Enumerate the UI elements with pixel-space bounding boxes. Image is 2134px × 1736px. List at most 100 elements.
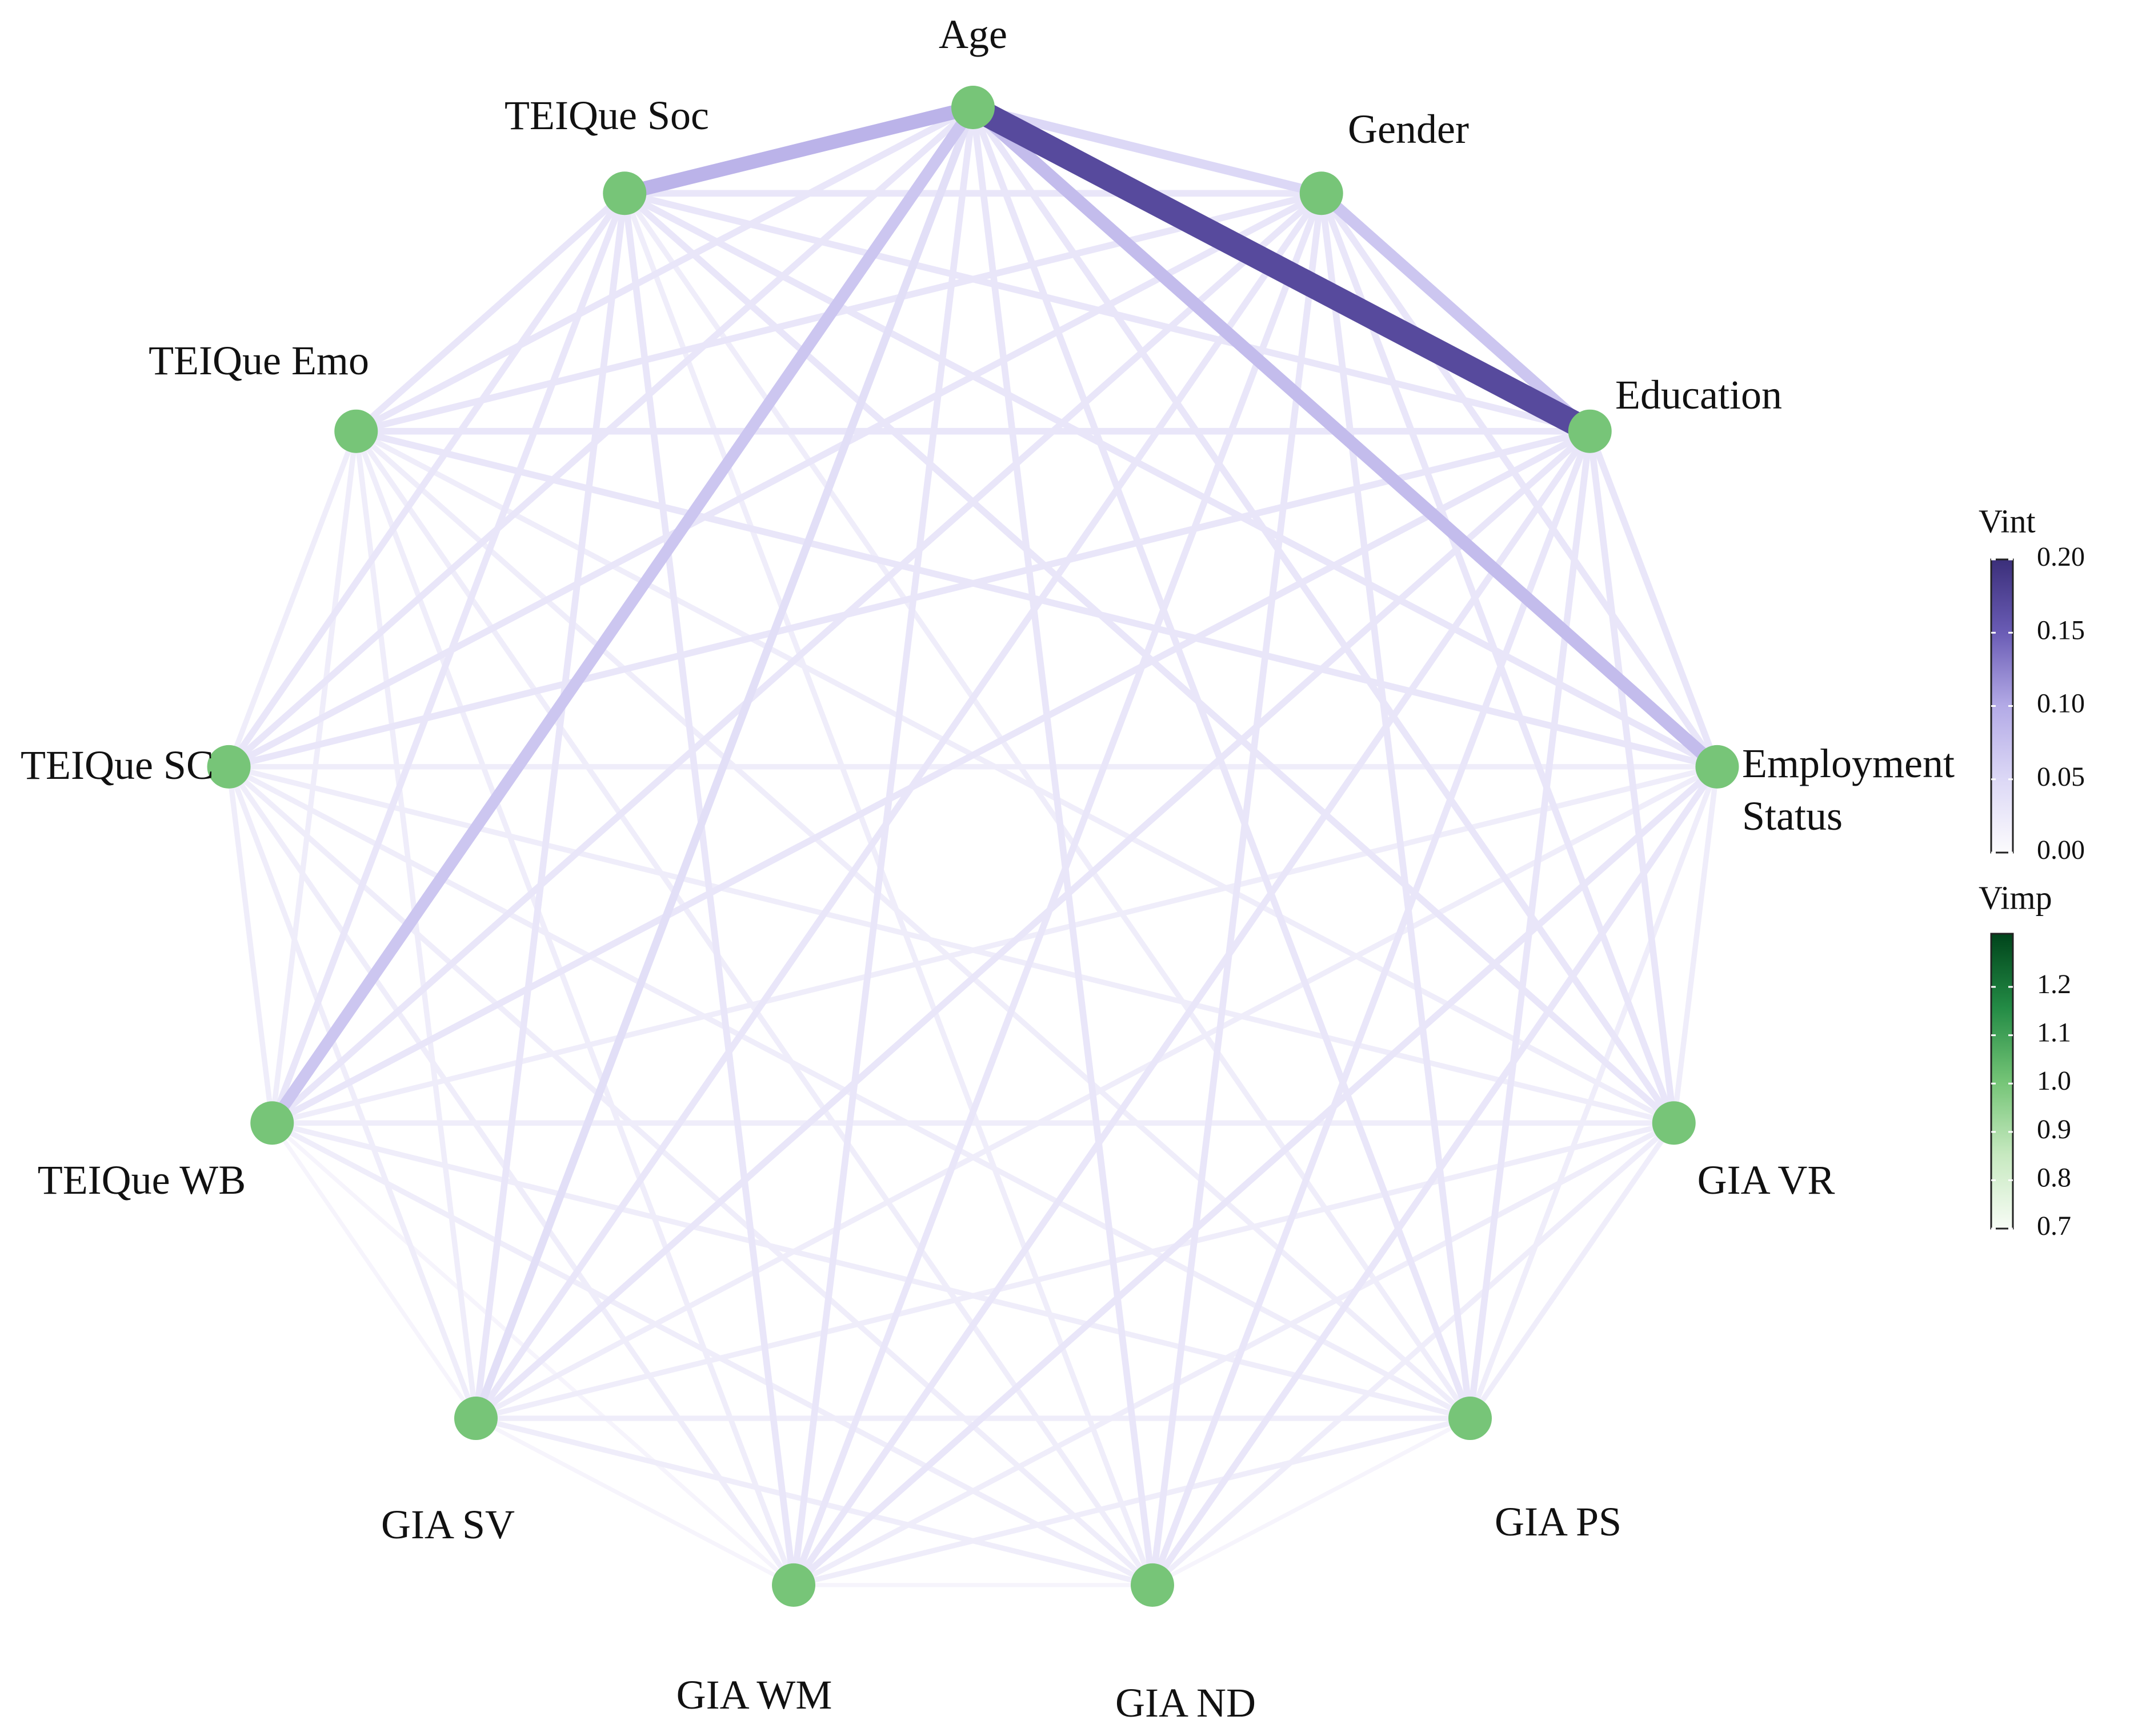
node-label: Age [939,11,1007,57]
edge [972,103,1323,198]
edge [1467,430,1594,1419]
edge [1318,192,1677,1125]
edge [226,191,628,769]
node [250,1101,294,1145]
edge [1150,1121,1676,1587]
edge [271,764,1718,1126]
edge [271,1120,1471,1421]
tick-label: 0.20 [2037,542,2085,572]
tick-label: 0.10 [2037,689,2085,719]
edge [967,97,1596,442]
node [951,86,995,129]
node [334,409,378,453]
edge [227,765,1155,1587]
node [1695,745,1739,789]
edge [623,100,975,201]
tick-label: 0.8 [2037,1162,2071,1193]
edge [1318,191,1720,769]
edge [475,1415,1154,1588]
node [207,745,251,789]
node-label: GIA SV [381,1502,515,1547]
edge [226,430,359,768]
tick-label: 0.9 [2037,1114,2071,1145]
node [1448,1397,1492,1441]
edge [1149,193,1325,1586]
edge [1150,765,1720,1587]
edge [355,190,1323,435]
edge [968,102,1721,772]
edge [354,190,627,434]
edge [270,1121,795,1587]
edge [622,190,1676,1126]
tick-label: 1.2 [2037,969,2071,999]
edge [790,192,1325,1586]
edge [355,429,1675,1126]
edge [792,1121,1675,1588]
edge [1151,1416,1471,1587]
edge [475,1416,795,1587]
node [603,171,647,215]
node-label: TEIQue WB [37,1157,246,1203]
edge [267,104,978,1127]
node-label: Employment Status [1742,741,1955,839]
edge [473,191,1324,1421]
node-label: GIA VR [1697,1157,1835,1203]
node-label: GIA ND [1115,1680,1256,1726]
node [1299,171,1343,215]
edge [226,766,275,1123]
node-label: TEIQue Emo [149,338,369,383]
edge [1587,430,1720,768]
edge [1671,766,1720,1123]
node-label: TEIQue SC [21,742,214,788]
node-label: Education [1615,372,1782,418]
edge [472,106,977,1420]
edge [622,191,1472,1420]
edge [269,431,359,1123]
edge [623,190,1719,770]
edge [1318,193,1474,1419]
edge [1468,1121,1676,1420]
edge [228,428,1591,770]
edges [226,97,1721,1588]
nodes [207,86,1739,1607]
legend-title: Vint [1979,502,2036,539]
edge [226,766,479,1419]
edge [970,106,1474,1420]
edge [353,430,796,1586]
tick-label: 0.05 [2037,762,2085,792]
legend-title: Vimp [1979,879,2052,916]
edge [791,429,1593,1587]
node-label: GIA PS [1494,1499,1622,1545]
edge [226,765,796,1587]
edge [1467,766,1720,1419]
edge [623,190,1591,435]
edge [355,428,1718,770]
edge [1149,430,1594,1586]
edge [473,193,628,1419]
edge [270,1122,478,1420]
node [1568,409,1612,453]
node [1130,1563,1174,1607]
tick-label: 1.1 [2037,1018,2071,1048]
edge [227,764,1472,1421]
tick-label: 0.15 [2037,615,2085,645]
edge [621,193,797,1586]
edge [226,105,975,770]
edge [475,1120,1675,1421]
edge [227,190,1323,770]
edge [228,764,1675,1126]
edge [622,192,1155,1586]
edge [353,431,479,1419]
node-label: Gender [1348,106,1469,152]
tick-label: 1.0 [2037,1066,2071,1096]
edge [970,107,1156,1586]
node [1652,1101,1696,1145]
edge [354,429,1472,1421]
edge [271,1121,1154,1588]
edge [269,192,628,1125]
node-label: GIA WM [676,1672,832,1718]
node-label: TEIQue Soc [505,93,709,138]
edge [970,105,1677,1125]
